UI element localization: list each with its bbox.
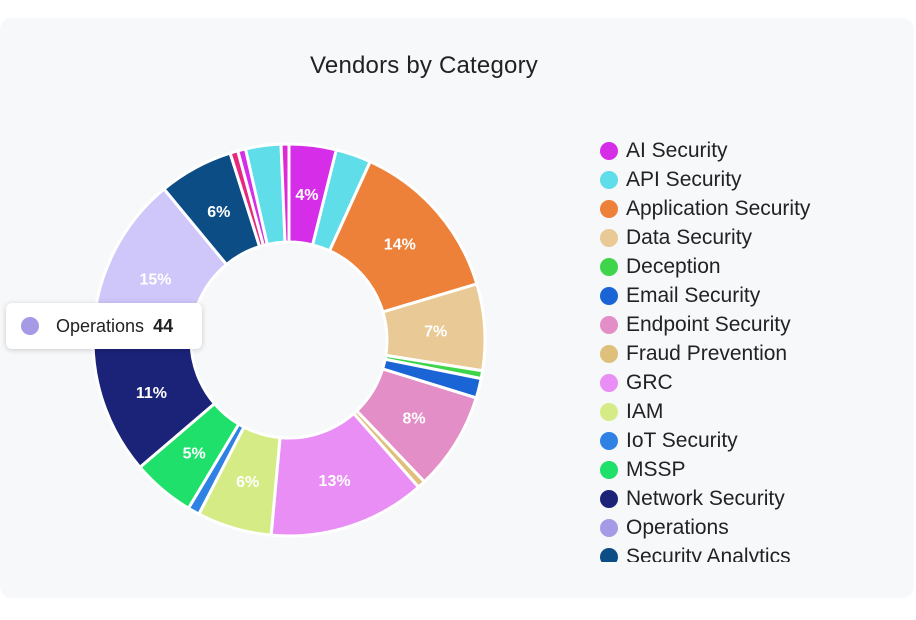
legend-swatch [600,373,618,392]
legend-item[interactable]: Network Security [600,484,910,513]
slice-percent-label: 11% [136,385,167,402]
chart-title: Vendors by Category [310,52,538,79]
legend-label: IoT Security [626,428,738,452]
slice-percent-label: 15% [139,271,171,288]
legend-label: AI Security [626,138,728,162]
slice-percent-label: 6% [207,204,230,221]
slice-percent-label: 6% [236,474,259,491]
legend-label: Data Security [626,225,753,249]
slice-percent-label: 4% [295,187,318,204]
legend-item[interactable]: Fraud Prevention [600,339,910,368]
tooltip-value: 44 [153,315,174,336]
legend-label: MSSP [626,457,686,481]
legend-label: GRC [626,370,673,394]
legend-label: Application Security [626,196,811,220]
legend-swatch [600,547,618,562]
legend-swatch [600,199,618,218]
legend-item[interactable]: Security Analytics [600,542,910,562]
legend-item[interactable]: Email Security [600,281,910,310]
legend-swatch [600,257,618,276]
legend-swatch [600,431,618,450]
legend-item[interactable]: Deception [600,252,910,281]
slice-percent-label: 13% [319,473,351,490]
tooltip-color-dot [21,317,39,335]
slice-percent-label: 8% [402,410,425,427]
legend-label: Network Security [626,486,785,510]
legend-label: Email Security [626,283,761,307]
legend-label: Security Analytics [626,544,791,563]
legend-item[interactable]: Endpoint Security [600,310,910,339]
legend-swatch [600,228,618,247]
legend-label: Fraud Prevention [626,341,788,365]
legend-item[interactable]: Operations [600,513,910,542]
slice-percent-label: 14% [384,236,416,253]
legend-swatch [600,460,618,479]
legend-item[interactable]: Application Security [600,194,910,223]
legend-item[interactable]: IAM [600,397,910,426]
legend-item[interactable]: MSSP [600,455,910,484]
legend-item[interactable]: Data Security [600,223,910,252]
legend-label: IAM [626,399,664,423]
legend-swatch [600,315,618,334]
legend-swatch [600,344,618,363]
legend-label: Endpoint Security [626,312,791,336]
slice-percent-label: 7% [424,323,447,340]
legend-swatch [600,286,618,305]
chart-tooltip: Operations 44 [6,303,202,349]
legend-swatch [600,402,618,421]
tooltip-label: Operations [56,315,145,336]
slice-percent-label: 5% [183,445,206,462]
legend-swatch [600,170,618,189]
legend-item[interactable]: AI Security [600,136,910,165]
legend-item[interactable]: API Security [600,165,910,194]
legend-label: API Security [626,167,742,191]
legend-swatch [600,141,618,160]
donut-slice[interactable] [279,142,291,244]
legend-label: Deception [626,254,721,278]
legend-swatch [600,518,618,537]
chart-legend[interactable]: AI Security API Security Application Secur… [600,136,910,562]
legend-swatch [600,489,618,508]
legend-item[interactable]: IoT Security [600,426,910,455]
legend-item[interactable]: GRC [600,368,910,397]
legend-label: Operations [626,515,729,539]
